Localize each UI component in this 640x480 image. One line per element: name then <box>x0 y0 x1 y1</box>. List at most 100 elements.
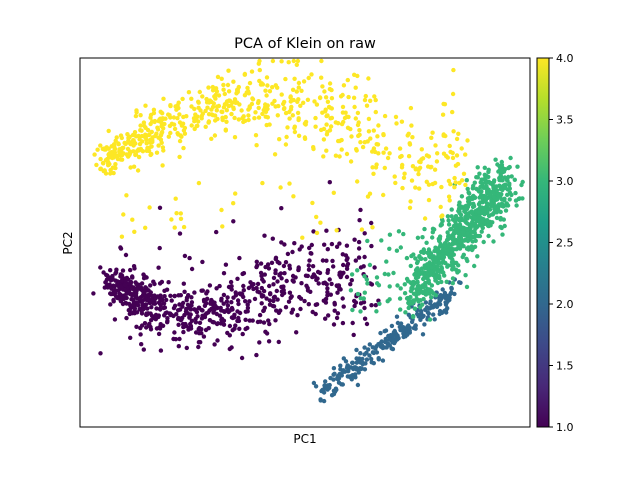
scatter-point <box>402 171 407 176</box>
scatter-point <box>262 233 267 238</box>
scatter-point <box>279 59 284 64</box>
scatter-point <box>288 94 293 99</box>
scatter-point <box>340 320 346 326</box>
scatter-point <box>145 297 150 303</box>
scatter-point <box>227 346 232 352</box>
scatter-point <box>439 266 444 271</box>
scatter-point <box>297 294 302 300</box>
scatter-point <box>430 130 435 135</box>
scatter-point <box>506 174 511 180</box>
scatter-point <box>119 278 124 283</box>
scatter-point <box>196 306 201 311</box>
scatter-point <box>415 235 421 240</box>
scatter-point <box>278 185 283 190</box>
scatter-point <box>476 210 482 215</box>
scatter-point <box>207 283 213 288</box>
scatter-point <box>447 253 452 258</box>
scatter-point <box>446 248 451 253</box>
scatter-point <box>200 94 205 99</box>
scatter-point <box>213 303 218 309</box>
scatter-point <box>437 273 442 279</box>
scatter-point <box>459 178 465 183</box>
scatter-point <box>165 316 170 321</box>
scatter-point <box>450 237 455 242</box>
scatter-point <box>221 87 226 92</box>
scatter-point <box>230 307 235 312</box>
scatter-point <box>369 282 375 287</box>
scatter-point <box>327 277 332 282</box>
scatter-point <box>483 194 488 200</box>
scatter-point <box>261 288 267 294</box>
scatter-point <box>493 157 498 162</box>
scatter-point <box>323 107 328 112</box>
scatter-point <box>369 243 374 249</box>
scatter-point <box>362 274 367 279</box>
scatter-point <box>126 135 132 140</box>
scatter-point <box>260 180 265 186</box>
scatter-point <box>129 297 134 302</box>
scatter-point <box>200 259 205 265</box>
scatter-point <box>282 242 287 247</box>
scatter-point <box>364 103 370 108</box>
scatter-point <box>513 198 519 203</box>
scatter-point <box>465 186 470 192</box>
scatter-point <box>338 363 343 368</box>
scatter-point <box>424 305 430 310</box>
scatter-point <box>141 120 147 125</box>
scatter-point <box>245 305 251 311</box>
scatter-point <box>477 171 482 176</box>
scatter-point <box>263 264 268 270</box>
scatter-point <box>369 356 374 362</box>
scatter-point <box>349 278 354 283</box>
scatter-point <box>399 165 405 170</box>
scatter-point <box>214 311 219 317</box>
scatter-point <box>348 282 353 287</box>
scatter-point <box>246 113 251 118</box>
scatter-point <box>257 78 262 84</box>
scatter-point <box>481 185 487 190</box>
scatter-point <box>267 89 273 94</box>
scatter-point <box>214 321 220 327</box>
scatter-point <box>237 310 243 316</box>
scatter-point <box>245 309 250 314</box>
scatter-point <box>307 245 312 251</box>
scatter-point <box>314 214 319 220</box>
scatter-point <box>404 255 410 261</box>
scatter-point <box>138 123 143 128</box>
scatter-point <box>457 239 463 244</box>
scatter-point <box>313 124 318 129</box>
scatter-point <box>276 103 281 109</box>
scatter-point <box>201 334 207 339</box>
scatter-point <box>271 275 277 281</box>
scatter-point <box>335 376 340 381</box>
scatter-point <box>429 265 434 270</box>
scatter-point <box>128 335 133 340</box>
scatter-point <box>294 62 299 67</box>
scatter-point <box>403 310 408 315</box>
scatter-point <box>189 266 195 272</box>
scatter-point <box>184 306 189 312</box>
scatter-point <box>181 224 187 230</box>
scatter-point <box>396 229 402 234</box>
scatter-point <box>469 247 475 253</box>
scatter-point <box>250 96 255 101</box>
scatter-point <box>349 272 355 277</box>
scatter-point <box>135 168 141 173</box>
scatter-point <box>262 272 267 277</box>
scatter-point <box>372 94 377 99</box>
colorbar <box>536 57 550 428</box>
scatter-point <box>355 291 361 297</box>
scatter-point <box>373 109 378 115</box>
scatter-point <box>409 123 414 128</box>
scatter-point <box>164 297 169 303</box>
scatter-point <box>334 244 340 249</box>
scatter-point <box>270 236 275 241</box>
scatter-point <box>378 330 383 336</box>
scatter-point <box>296 80 302 86</box>
scatter-point <box>197 320 203 325</box>
scatter-point <box>207 98 213 103</box>
scatter-point <box>393 180 398 186</box>
scatter-point <box>148 318 154 323</box>
scatter-point <box>439 279 444 285</box>
scatter-point <box>410 135 415 140</box>
